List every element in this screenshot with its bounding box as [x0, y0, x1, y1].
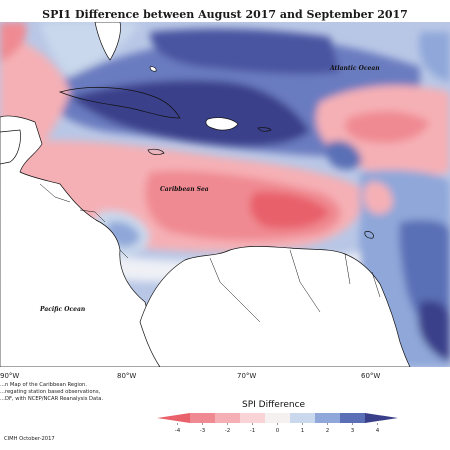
legend-tick-label: 1 [301, 428, 305, 434]
legend-tick-label: -1 [250, 428, 255, 434]
legend-tick-label: -3 [200, 428, 206, 434]
caribbean-sea-label: Caribbean Sea [160, 186, 209, 193]
legend-tick-label: -2 [225, 428, 230, 434]
legend-swatch [340, 413, 366, 423]
legend-colorbar: -4 -3 -2 -1 0 1 2 3 4 [157, 413, 398, 434]
lon-tick-80w: 80°W [117, 372, 137, 380]
pacific-ocean-label: Pacific Ocean [40, 306, 86, 313]
footnote-line-3: ...DF, with NCEP/NCAR Reanalysis Data. [0, 396, 104, 402]
legend-tick-label: 4 [376, 428, 380, 434]
legend-swatch [315, 413, 341, 423]
lon-tick-70w: 70°W [237, 372, 257, 380]
legend-swatch [215, 413, 241, 423]
legend-swatch [157, 413, 190, 423]
map-title: SPI1 Difference between August 2017 and … [42, 8, 408, 21]
footnote-credit: CIMH October-2017 [4, 436, 55, 442]
land-masses [0, 22, 411, 367]
legend-tick-label: -4 [175, 428, 181, 434]
lon-tick-90w: 90°W [0, 372, 20, 380]
country-borders [39, 183, 381, 323]
legend-tick-label: 3 [351, 428, 355, 434]
lon-tick-60w: 60°W [361, 372, 381, 380]
legend-swatch [190, 413, 216, 423]
legend-swatch [240, 413, 266, 423]
footnote-line-2: ...regating station based observations, [0, 389, 101, 395]
legend-tick-label: 2 [326, 428, 330, 434]
atlantic-ocean-label: Atlantic Ocean [330, 65, 380, 72]
footnote-line-1: ...n Map of the Caribbean Region. [0, 382, 87, 388]
spi-difference-map [0, 22, 450, 367]
legend-title: SPI Difference [242, 400, 306, 410]
legend-swatch [265, 413, 291, 423]
legend-tick-label: 0 [276, 428, 280, 434]
legend-swatch [365, 413, 398, 423]
legend-swatch [290, 413, 316, 423]
